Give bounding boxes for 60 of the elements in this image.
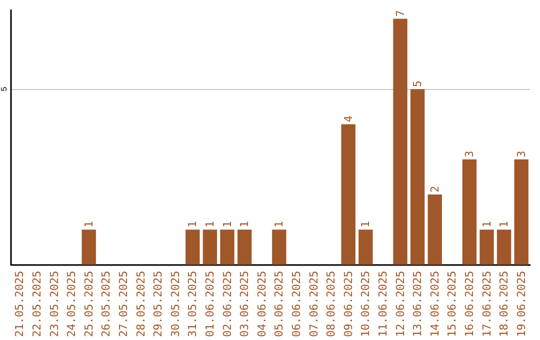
bar (393, 18, 408, 265)
bar (480, 230, 494, 265)
x-tick-label: 02.06.2025 (220, 270, 234, 338)
x-tick-label: 16.06.2025 (462, 270, 476, 338)
x-tick-label: 15.06.2025 (446, 270, 459, 338)
data-label: 4 (342, 115, 355, 122)
x-tick-label: 29.05.2025 (152, 270, 165, 338)
bar (272, 230, 286, 265)
bar (462, 159, 477, 265)
bar (237, 230, 252, 265)
data-label: 1 (203, 221, 216, 228)
x-tick-label: 05.06.2025 (272, 270, 286, 338)
x-tick-label: 11.06.2025 (376, 270, 390, 338)
data-label: 5 (411, 80, 424, 88)
data-label: 1 (238, 221, 252, 228)
bar (341, 124, 356, 265)
bar (202, 230, 218, 265)
data-label: 7 (394, 10, 407, 17)
x-tick-label: 26.05.2025 (100, 270, 113, 338)
bar (514, 159, 528, 265)
x-tick-label: 17.06.2025 (480, 270, 494, 338)
x-tick-label: 31.05.2025 (186, 270, 200, 338)
data-label: 1 (220, 221, 234, 228)
data-label: 1 (186, 221, 200, 228)
x-tick-label: 14.06.2025 (428, 270, 442, 338)
data-label: 1 (272, 221, 286, 228)
x-tick-label: 22.05.2025 (30, 270, 44, 338)
data-label: 3 (462, 150, 476, 158)
data-label: 1 (498, 221, 511, 228)
data-label: 3 (514, 150, 528, 158)
bar (82, 230, 96, 265)
x-tick-label: 07.06.2025 (307, 270, 320, 338)
x-tick-label: 10.06.2025 (359, 270, 372, 338)
bar (186, 230, 200, 265)
data-label: 1 (359, 221, 372, 228)
x-tick-label: 08.06.2025 (324, 270, 338, 338)
data-label: 1 (480, 221, 494, 228)
x-tick-label: 27.05.2025 (116, 270, 130, 338)
x-tick-label: 28.05.2025 (134, 270, 148, 338)
x-tick-label: 09.06.2025 (342, 270, 355, 338)
x-tick-label: 12.06.2025 (394, 270, 407, 338)
data-label: 1 (82, 221, 96, 228)
bar (220, 230, 234, 265)
bar (410, 89, 425, 265)
x-tick-label: 13.06.2025 (411, 270, 424, 338)
x-tick-label: 18.06.2025 (498, 270, 511, 338)
x-tick-label: 04.06.2025 (255, 270, 268, 338)
x-tick-label: 03.06.2025 (238, 270, 252, 338)
data-label: 2 (428, 186, 442, 192)
x-tick-label: 01.06.2025 (203, 270, 216, 338)
x-tick-label: 30.05.2025 (168, 270, 182, 338)
x-tick-label: 25.05.2025 (82, 270, 96, 338)
bar (496, 230, 512, 265)
x-tick-label: 19.06.2025 (514, 270, 528, 338)
x-tick-label: 23.05.2025 (48, 270, 61, 338)
bar (428, 194, 442, 265)
x-tick-label: 21.05.2025 (13, 270, 26, 338)
bar (358, 230, 373, 265)
x-tick-label: 24.05.2025 (65, 270, 78, 338)
x-tick-label: 06.06.2025 (290, 270, 303, 338)
